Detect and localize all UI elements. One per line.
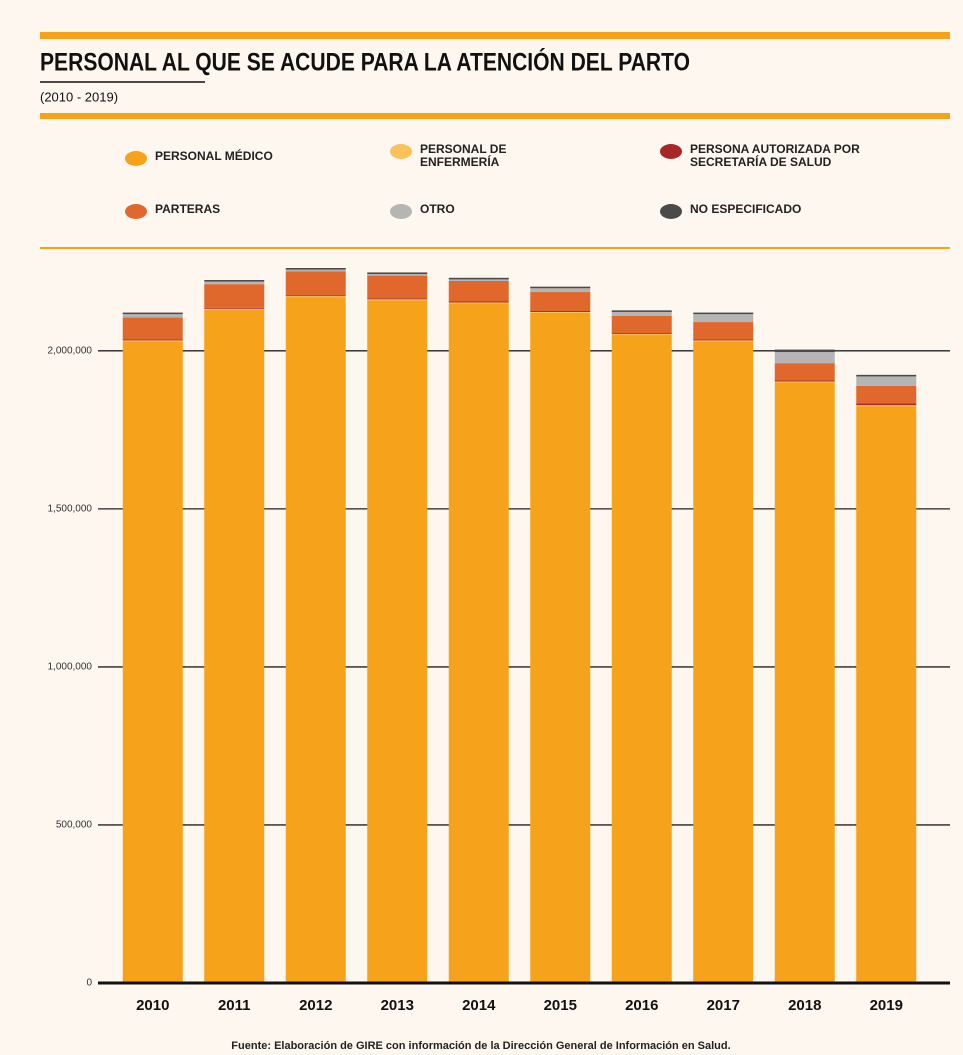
bar-segment: [448, 280, 509, 302]
bar-segment: [530, 292, 591, 311]
legend-label: OTRO: [420, 202, 455, 216]
bar-segment: [285, 297, 346, 983]
bar-segment: [774, 382, 835, 983]
bar-segment: [530, 311, 591, 313]
bar-segment: [367, 298, 428, 300]
x-tick-label: 2015: [544, 997, 577, 1014]
bar-segment: [448, 279, 509, 281]
chart-subtitle: (2010 - 2019): [40, 89, 118, 104]
bar-segment: [856, 376, 917, 386]
x-tick-label: 2010: [136, 997, 169, 1014]
legend-label: PERSONAL MÉDICO: [155, 149, 273, 163]
x-tick-label: 2018: [788, 997, 821, 1014]
x-tick-label: 2016: [625, 997, 658, 1014]
legend-swatch: [125, 204, 147, 219]
bar-segment: [693, 322, 754, 340]
bar-segment: [856, 385, 917, 404]
bar-segment: [774, 380, 835, 382]
y-tick-label: 0: [86, 978, 92, 989]
bar-segment: [204, 281, 265, 285]
bar-segment: [856, 374, 917, 377]
x-tick-label: 2012: [299, 997, 332, 1014]
bar-segment: [448, 302, 509, 304]
bar-segment: [693, 341, 754, 983]
x-tick-label: 2011: [218, 997, 251, 1014]
bar-segment: [367, 274, 428, 276]
rule: [40, 113, 950, 119]
bar-segment: [367, 272, 428, 275]
bar-segment: [774, 349, 835, 353]
bar-segment: [611, 334, 672, 336]
x-tick-label: 2014: [462, 997, 496, 1014]
bar-segment: [122, 312, 183, 315]
y-tick-label: 1,500,000: [48, 504, 93, 515]
bar-segment: [611, 311, 672, 316]
legend-swatch: [125, 151, 147, 166]
legend-swatch: [390, 144, 412, 159]
bar-segment: [122, 340, 183, 342]
bar-segment: [611, 333, 672, 335]
legend-label: NO ESPECIFICADO: [690, 202, 802, 216]
legend-swatch: [660, 144, 682, 159]
bar-segment: [693, 314, 754, 323]
bar-segment: [285, 295, 346, 297]
y-tick-label: 500,000: [56, 820, 93, 831]
legend-label: PERSONA AUTORIZADA POR SECRETARÍA DE SAL…: [690, 142, 860, 169]
bar-segment: [122, 314, 183, 318]
bar-segment: [693, 312, 754, 315]
bar-segment: [122, 339, 183, 341]
bar-segment: [285, 296, 346, 298]
bar-segment: [693, 339, 754, 341]
top-rule: [40, 32, 950, 39]
bar-segment: [530, 310, 591, 312]
bar-segment: [448, 303, 509, 983]
bar-segment: [530, 288, 591, 293]
chart-title: PERSONAL AL QUE SE ACUDE PARA LA ATENCIÓ…: [40, 47, 690, 77]
bar-segment: [285, 269, 346, 272]
x-tick-label: 2013: [381, 997, 414, 1014]
bar-segment: [448, 277, 509, 280]
x-tick-label: 2019: [870, 997, 903, 1014]
bar-segment: [856, 403, 917, 406]
bar-segment: [530, 286, 591, 289]
legend-swatch: [390, 204, 412, 219]
y-tick-label: 2,000,000: [48, 345, 93, 356]
bar-segment: [367, 299, 428, 301]
bar-segment: [774, 363, 835, 381]
legend-swatch: [660, 204, 682, 219]
bar-segment: [122, 341, 183, 983]
bar-segment: [611, 310, 672, 312]
bar-segment: [204, 308, 265, 310]
bar-segment: [367, 275, 428, 299]
bar-segment: [367, 300, 428, 983]
bar-segment: [204, 309, 265, 984]
bar-segment: [448, 301, 509, 303]
y-tick-label: 1,000,000: [48, 662, 93, 673]
x-tick-label: 2017: [707, 997, 740, 1014]
bar-segment: [204, 280, 265, 282]
bar-segment: [693, 340, 754, 342]
bar-segment: [856, 406, 917, 983]
bar-segment: [774, 352, 835, 364]
bar-segment: [285, 268, 346, 270]
bar-segment: [204, 307, 265, 309]
source: Fuente: Elaboración de GIRE con informac…: [231, 1040, 730, 1052]
bar-segment: [285, 271, 346, 296]
legend-label: PERSONAL DE ENFERMERÍA: [420, 142, 507, 169]
bar-segment: [856, 405, 917, 407]
legend-label: PARTERAS: [155, 202, 221, 216]
bar-segment: [122, 317, 183, 340]
bar-segment: [611, 315, 672, 334]
bar-segment: [530, 312, 591, 984]
bar-segment: [204, 284, 265, 308]
bar-segment: [774, 381, 835, 383]
bar-segment: [611, 335, 672, 983]
